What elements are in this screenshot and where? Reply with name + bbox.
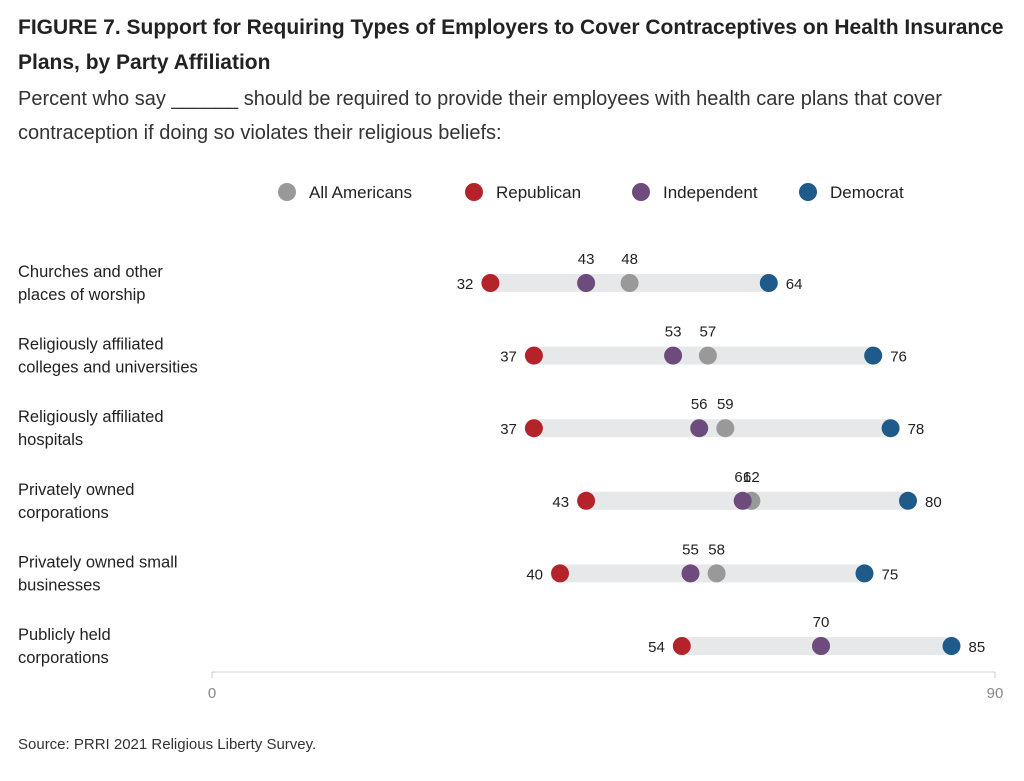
legend-marker-0: [278, 183, 296, 201]
value-label-independent-2: 56: [691, 396, 708, 413]
category-label-4-1: businesses: [18, 576, 101, 594]
dot-democrat-2: [881, 419, 900, 438]
value-label-all-americans-2: 59: [717, 396, 734, 413]
category-label-3-0: Privately owned: [18, 481, 134, 499]
value-label-all-americans-4: 58: [708, 541, 725, 558]
x-tick-label-0: 0: [208, 685, 216, 702]
x-tick-label-1: 90: [987, 685, 1004, 702]
dot-republican-4: [551, 564, 569, 583]
category-label-2-0: Religiously affiliated: [18, 408, 164, 426]
dot-republican-0: [481, 274, 500, 292]
value-label-republican-5: 54: [648, 639, 665, 656]
dot-republican-5: [672, 637, 691, 655]
dot-republican-3: [577, 491, 596, 510]
dot-independent-0: [577, 274, 596, 292]
legend-label-2: Independent: [663, 183, 758, 202]
value-label-democrat-4: 75: [882, 566, 899, 583]
dot-democrat-0: [759, 274, 778, 292]
category-label-5-0: Publicly held: [18, 626, 111, 644]
value-label-democrat-1: 76: [890, 349, 907, 366]
chart-title: FIGURE 7. Support for Requiring Types of…: [18, 16, 1004, 74]
dot-democrat-4: [855, 564, 874, 583]
value-label-democrat-0: 64: [786, 276, 803, 293]
value-label-democrat-5: 85: [969, 639, 986, 656]
value-label-all-americans-0: 48: [621, 251, 638, 268]
legend-label-0: All Americans: [309, 183, 412, 202]
dot-independent-5: [812, 637, 830, 655]
value-label-independent-4: 55: [682, 541, 699, 558]
legend-label-1: Republican: [496, 183, 581, 202]
legend-label-3: Democrat: [830, 183, 904, 202]
legend-marker-2: [632, 183, 650, 201]
chart-subtitle: Percent who say ______ should be require…: [18, 88, 942, 144]
category-label-3-1: corporations: [18, 504, 109, 522]
category-label-1-0: Religiously affiliated: [18, 336, 164, 354]
category-label-4-0: Privately owned small: [18, 553, 178, 571]
value-label-all-americans-5: 70: [813, 614, 830, 631]
value-label-independent-0: 43: [578, 251, 595, 268]
category-label-5-1: corporations: [18, 649, 109, 667]
value-label-republican-4: 40: [526, 566, 543, 583]
category-label-1-1: colleges and universities: [18, 359, 198, 377]
value-label-republican-2: 37: [500, 421, 517, 438]
dot-democrat-1: [864, 346, 883, 365]
dot-all-americans-0: [620, 274, 639, 292]
category-label-2-1: hospitals: [18, 431, 83, 449]
dot-independent-3: [733, 491, 752, 510]
dot-independent-1: [664, 346, 683, 365]
value-label-republican-0: 32: [457, 276, 474, 293]
dot-all-americans-1: [698, 346, 717, 365]
value-label-republican-1: 37: [500, 349, 517, 366]
source-note: Source: PRRI 2021 Religious Liberty Surv…: [18, 736, 317, 753]
value-label-democrat-3: 80: [925, 494, 942, 511]
dot-independent-2: [690, 419, 709, 438]
value-label-democrat-2: 78: [908, 421, 925, 438]
dot-all-americans-2: [716, 419, 735, 438]
category-label-0-1: places of worship: [18, 286, 145, 304]
legend-marker-3: [799, 183, 817, 201]
dot-democrat-5: [942, 637, 961, 655]
value-label-all-americans-3: 62: [743, 469, 760, 486]
dot-all-americans-4: [707, 564, 726, 583]
dot-range-chart: All Americans Republican Independent Democr…: [18, 183, 1004, 702]
value-label-all-americans-1: 57: [700, 324, 717, 341]
dot-republican-2: [524, 419, 543, 438]
dot-democrat-3: [899, 491, 917, 510]
range-bar-2: [533, 419, 891, 438]
value-label-republican-3: 43: [552, 494, 569, 511]
category-label-0-0: Churches and other: [18, 263, 163, 281]
value-label-independent-1: 53: [665, 324, 682, 341]
legend-marker-1: [465, 183, 483, 201]
dot-republican-1: [524, 346, 543, 365]
dot-independent-4: [681, 564, 700, 583]
value-label-independent-3: 61: [734, 469, 751, 486]
